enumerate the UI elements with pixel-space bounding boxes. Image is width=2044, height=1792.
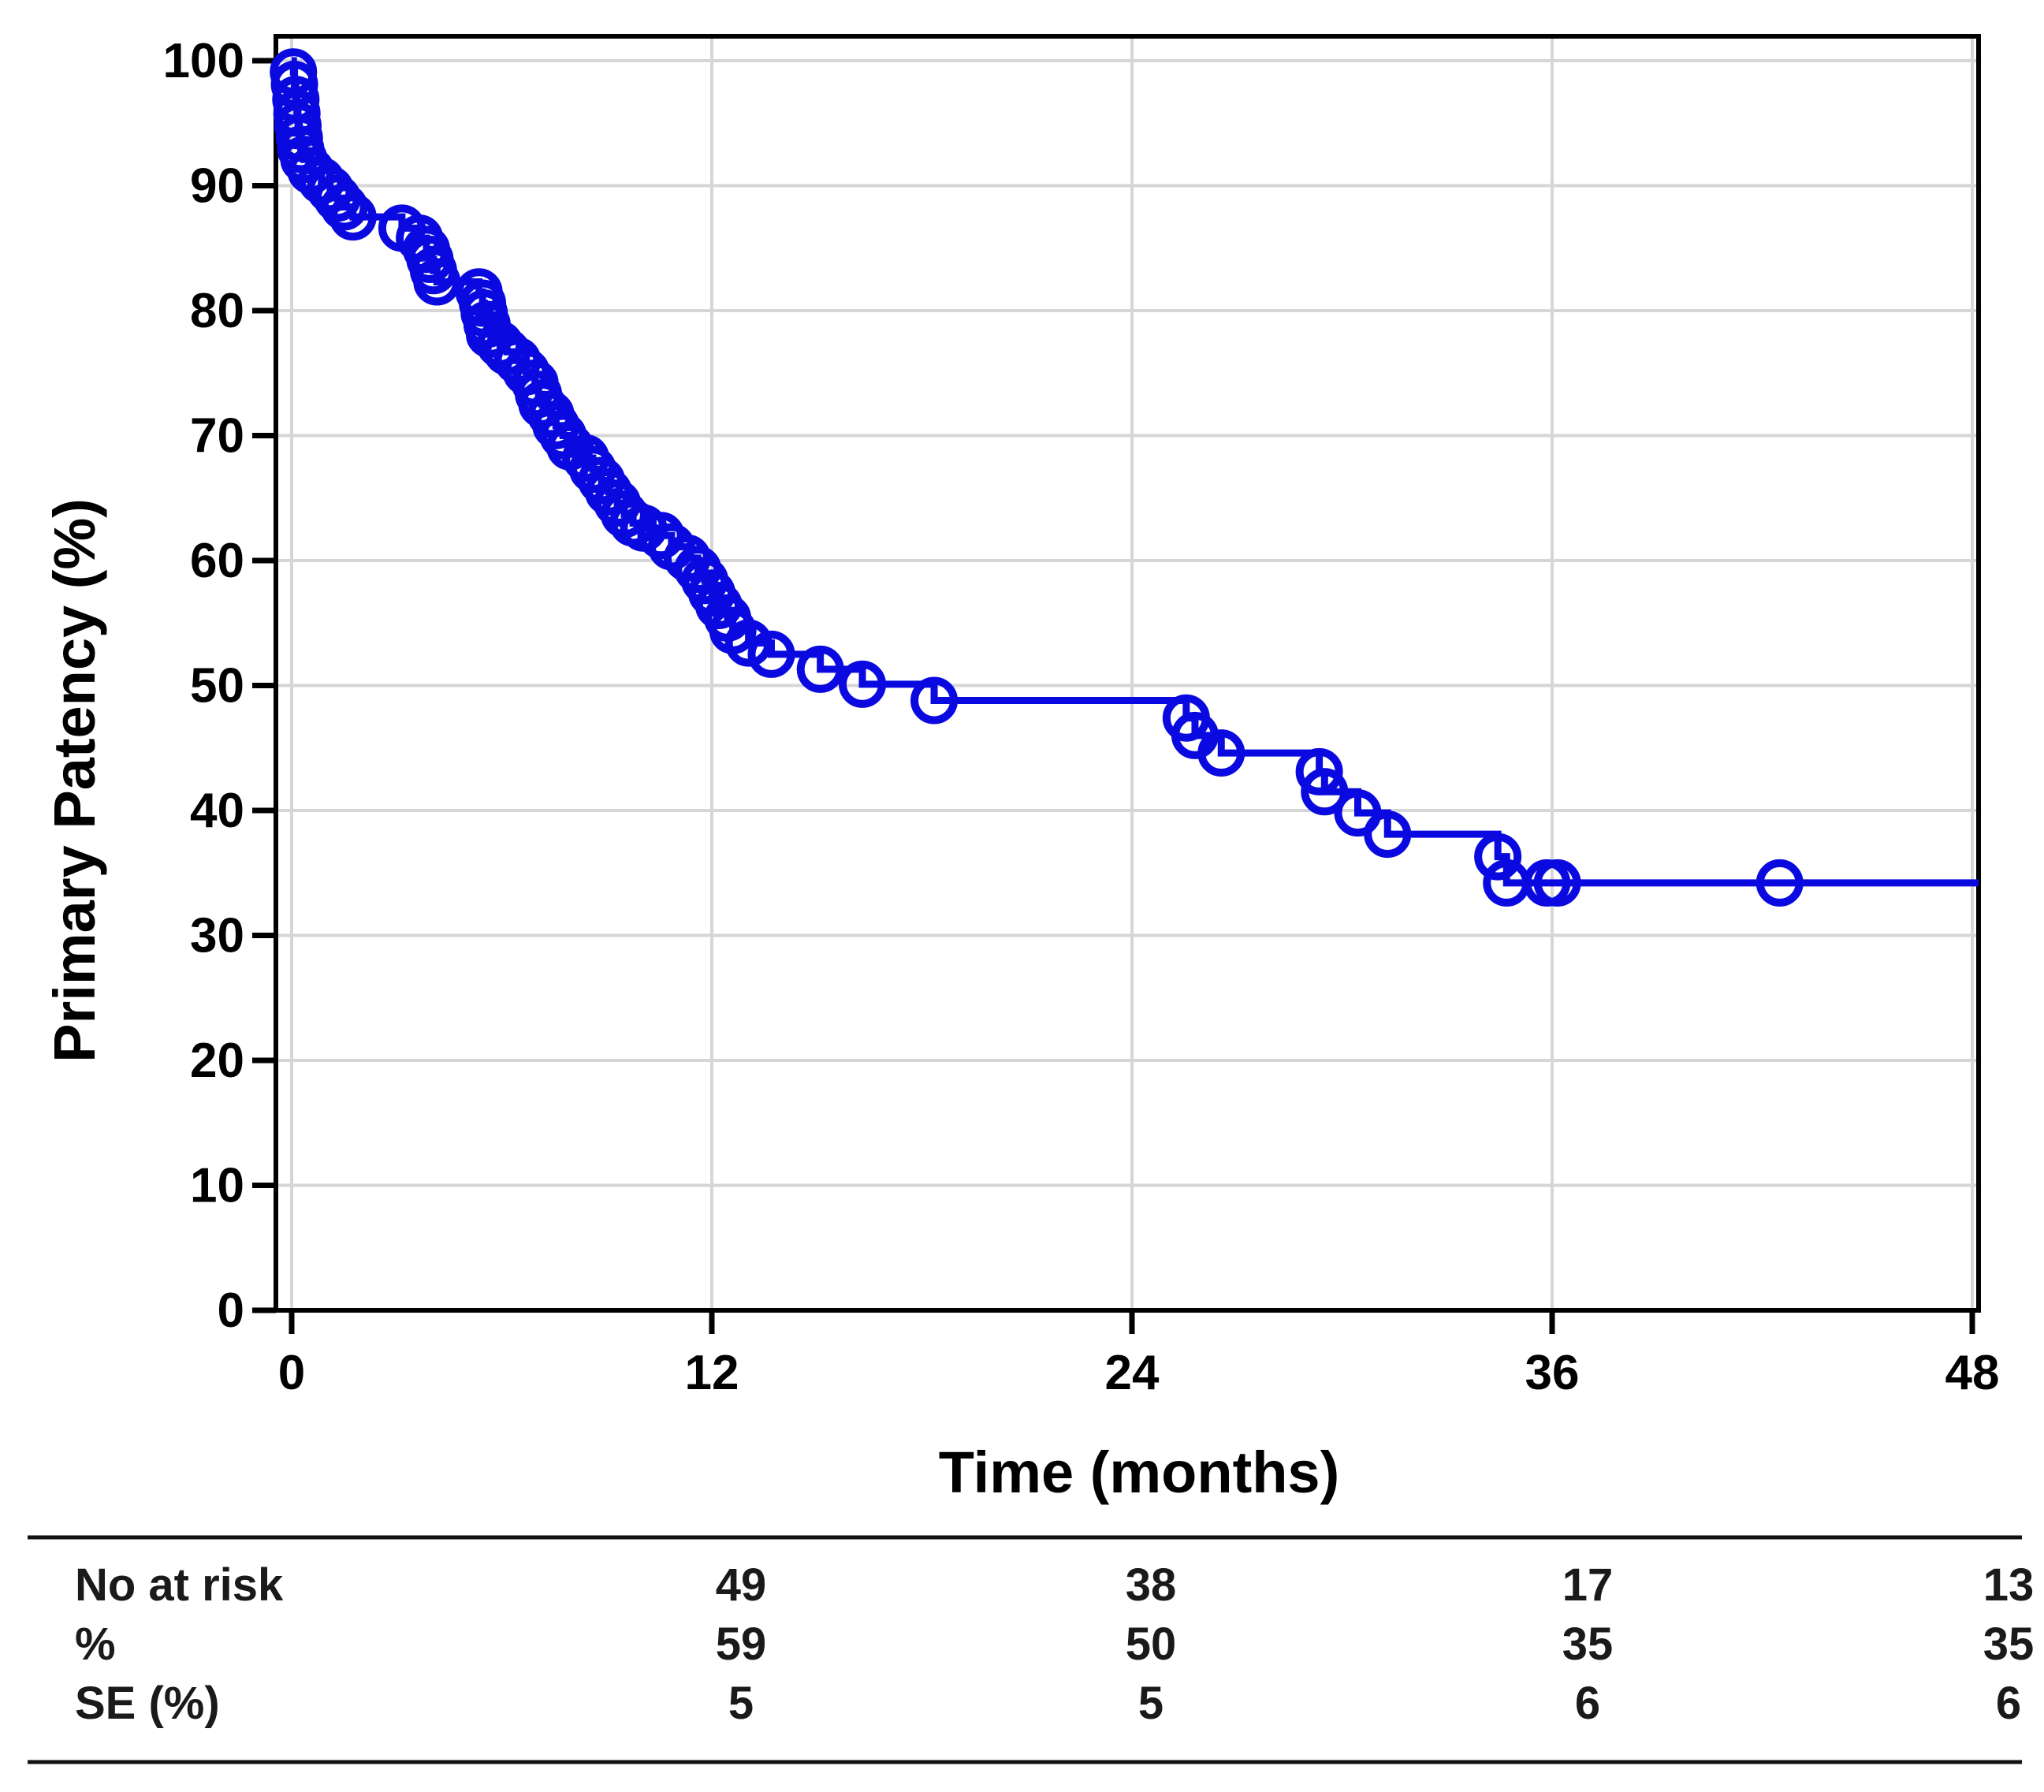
table-cell: 49 <box>716 1559 767 1611</box>
data-point-marker <box>413 258 461 306</box>
table-cell: 35 <box>1562 1619 1614 1670</box>
table-cell: 59 <box>716 1619 767 1670</box>
table-row-percent: % 59 50 35 35 <box>75 1619 2034 1670</box>
y-tick-label: 0 <box>218 1283 244 1338</box>
x-tick-label: 12 <box>685 1346 739 1400</box>
table-cell: 5 <box>1138 1678 1163 1729</box>
row-label: SE (%) <box>75 1678 220 1729</box>
x-tick-label: 24 <box>1105 1346 1160 1400</box>
y-axis-title: Primary Patency (%) <box>42 498 107 1063</box>
data-point-marker <box>747 630 795 678</box>
data-point-marker <box>320 183 368 231</box>
x-axis-title: Time (months) <box>939 1440 1339 1505</box>
row-label: % <box>75 1619 116 1670</box>
data-point-marker <box>1364 810 1412 859</box>
y-tick-label: 90 <box>190 159 244 214</box>
plot-border <box>274 34 1981 1313</box>
axis-ticks <box>252 58 1975 1334</box>
gridlines <box>276 36 1979 1310</box>
data-point-marker <box>724 619 773 667</box>
km-step-curve <box>289 57 1979 887</box>
table-row-no-at-risk: No at risk 49 38 17 13 <box>75 1559 2034 1611</box>
data-point-marker <box>1755 859 1804 907</box>
x-tick-label: 48 <box>1945 1346 2000 1400</box>
table-cell: 50 <box>1126 1619 1177 1670</box>
row-label: No at risk <box>75 1559 284 1611</box>
y-tick-label: 40 <box>190 784 244 838</box>
x-tick-label: 36 <box>1525 1346 1580 1400</box>
y-tick-label: 50 <box>190 659 244 713</box>
data-point-marker <box>838 660 886 708</box>
x-tick-labels: 0 12 24 36 48 <box>278 1346 2000 1400</box>
table-cell: 38 <box>1126 1559 1177 1611</box>
table-cell: 17 <box>1562 1559 1614 1611</box>
data-point-marker <box>1533 859 1581 907</box>
data-point-marker <box>329 193 377 241</box>
data-point-marker <box>1301 768 1349 816</box>
risk-table: No at risk 49 38 17 13 % 59 50 35 35 SE … <box>75 1559 2034 1729</box>
y-tick-labels: 0 10 20 30 40 50 60 70 80 90 100 <box>163 34 244 1338</box>
y-tick-label: 10 <box>190 1159 244 1213</box>
table-row-se: SE (%) 5 5 6 6 <box>75 1678 2021 1729</box>
data-point-marker <box>1474 833 1522 881</box>
y-tick-label: 60 <box>190 534 244 588</box>
km-markers <box>270 48 1804 907</box>
y-tick-label: 20 <box>190 1034 244 1088</box>
x-tick-label: 0 <box>278 1346 305 1400</box>
data-point-marker <box>910 676 959 725</box>
table-cell: 5 <box>728 1678 754 1729</box>
table-cell: 6 <box>1575 1678 1600 1729</box>
y-tick-label: 30 <box>190 909 244 963</box>
data-point-marker <box>796 645 844 693</box>
y-tick-label: 80 <box>190 284 244 338</box>
data-point-marker <box>1295 747 1343 795</box>
y-tick-label: 100 <box>163 34 244 88</box>
y-tick-label: 70 <box>190 409 244 464</box>
data-point-marker <box>1197 729 1245 777</box>
table-cell: 35 <box>1983 1619 2035 1670</box>
table-cell: 6 <box>1996 1678 2021 1729</box>
table-cell: 13 <box>1983 1559 2035 1611</box>
